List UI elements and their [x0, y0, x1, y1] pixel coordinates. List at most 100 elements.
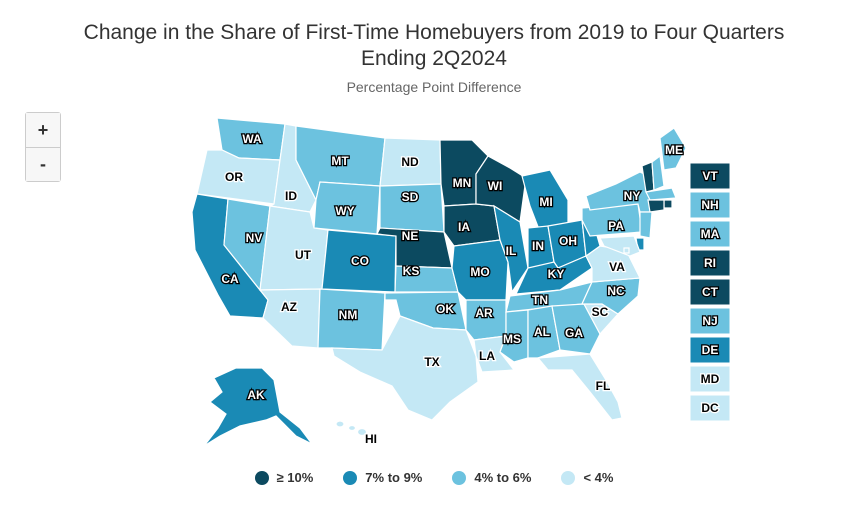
state-label-GA: GA [565, 326, 583, 340]
state-label-MO: MO [470, 265, 489, 279]
state-HI-island-2[interactable] [347, 424, 357, 432]
legend-item-lt4[interactable]: < 4% [561, 470, 613, 485]
state-AL[interactable] [527, 305, 561, 359]
state-NH[interactable] [651, 154, 665, 191]
state-box-RI[interactable] [689, 249, 731, 277]
state-MD[interactable] [599, 235, 641, 257]
state-WI[interactable] [475, 155, 527, 223]
state-label-MS: MS [503, 332, 521, 346]
state-label-WA: WA [242, 132, 262, 146]
state-box-label-DE: DE [702, 343, 719, 357]
state-IA[interactable] [443, 203, 501, 247]
map-title: Change in the Share of First-Time Homebu… [0, 20, 868, 72]
state-label-LA: LA [479, 349, 495, 363]
state-box-label-DC: DC [701, 401, 719, 415]
state-box-CT[interactable] [689, 278, 731, 306]
state-label-AL: AL [534, 325, 550, 339]
state-label-ID: ID [285, 189, 297, 203]
state-label-NM: NM [339, 308, 358, 322]
state-label-IL: IL [506, 244, 517, 258]
zoom-control: + - [25, 112, 61, 182]
state-label-NV: NV [246, 231, 263, 245]
state-label-MI: MI [539, 195, 552, 209]
state-label-ME: ME [665, 143, 683, 157]
legend-swatch-ge10 [254, 470, 269, 485]
state-RI[interactable] [663, 199, 673, 209]
state-label-IN: IN [532, 239, 544, 253]
zoom-in-button[interactable]: + [26, 113, 60, 147]
state-label-TX: TX [424, 355, 439, 369]
state-box-label-CT: CT [702, 285, 719, 299]
legend-swatch-7to9 [343, 470, 358, 485]
state-box-label-NJ: NJ [702, 314, 717, 328]
state-box-label-MD: MD [701, 372, 720, 386]
state-ME[interactable] [659, 127, 687, 171]
state-label-WY: WY [335, 204, 354, 218]
state-FL[interactable] [536, 353, 623, 421]
map-legend: ≥ 10% 7% to 9% 4% to 6% < 4% [0, 470, 868, 485]
legend-item-ge10[interactable]: ≥ 10% [254, 470, 314, 485]
state-label-OK: OK [436, 302, 454, 316]
legend-label-ge10: ≥ 10% [276, 470, 314, 485]
state-AZ[interactable] [258, 288, 321, 349]
state-label-TN: TN [532, 293, 548, 307]
legend-item-4to6[interactable]: 4% to 6% [452, 470, 531, 485]
state-label-KY: KY [548, 267, 565, 281]
state-label-AZ: AZ [281, 300, 297, 314]
state-label-NY: NY [624, 189, 641, 203]
state-label-PA: PA [608, 219, 624, 233]
state-label-MN: MN [453, 176, 472, 190]
legend-swatch-lt4 [561, 470, 576, 485]
state-box-NH[interactable] [689, 191, 731, 219]
state-box-label-MA: MA [701, 227, 720, 241]
state-CT[interactable] [647, 199, 665, 213]
state-box-NJ[interactable] [689, 307, 731, 335]
state-box-MD[interactable] [689, 365, 731, 393]
legend-label-7to9: 7% to 9% [365, 470, 423, 485]
zoom-out-button[interactable]: - [26, 147, 60, 181]
state-label-NC: NC [607, 284, 625, 298]
state-label-HI: HI [365, 432, 377, 446]
state-MA[interactable] [645, 187, 677, 201]
state-box-DE[interactable] [689, 336, 731, 364]
title-line-1: Change in the Share of First-Time Homebu… [83, 21, 785, 44]
state-NJ[interactable] [639, 211, 653, 239]
state-box-label-RI: RI [704, 256, 716, 270]
title-line-2: Ending 2Q2024 [361, 47, 507, 70]
state-label-IA: IA [458, 220, 470, 234]
state-label-MT: MT [331, 154, 349, 168]
state-label-ND: ND [401, 155, 419, 169]
legend-item-7to9[interactable]: 7% to 9% [343, 470, 422, 485]
state-label-NE: NE [402, 229, 419, 243]
state-DC[interactable] [623, 247, 630, 254]
state-box-label-NH: NH [701, 198, 718, 212]
state-label-OR: OR [225, 170, 243, 184]
state-GA[interactable] [551, 303, 601, 355]
state-AK[interactable] [203, 367, 313, 447]
state-HI-island-1[interactable] [335, 420, 345, 428]
state-label-AR: AR [475, 306, 493, 320]
state-box-VT[interactable] [689, 162, 731, 190]
legend-swatch-4to6 [452, 470, 467, 485]
state-label-CO: CO [351, 254, 369, 268]
state-label-CA: CA [221, 272, 239, 286]
state-label-SD: SD [402, 190, 419, 204]
state-label-AK: AK [247, 388, 265, 402]
state-box-MA[interactable] [689, 220, 731, 248]
state-label-FL: FL [596, 379, 611, 393]
state-label-OH: OH [559, 234, 577, 248]
legend-label-lt4: < 4% [583, 470, 614, 485]
state-TX[interactable] [331, 315, 479, 421]
map-subtitle: Percentage Point Difference [346, 79, 522, 95]
state-IL[interactable] [493, 204, 529, 294]
state-label-UT: UT [295, 248, 312, 262]
state-label-SC: SC [592, 305, 609, 319]
state-HI-island-3[interactable] [356, 427, 368, 437]
legend-label-4to6: 4% to 6% [474, 470, 532, 485]
state-label-KS: KS [403, 264, 420, 278]
state-box-label-VT: VT [702, 169, 718, 183]
state-label-VA: VA [609, 260, 625, 274]
state-label-WI: WI [488, 179, 503, 193]
state-box-DC[interactable] [689, 394, 731, 422]
